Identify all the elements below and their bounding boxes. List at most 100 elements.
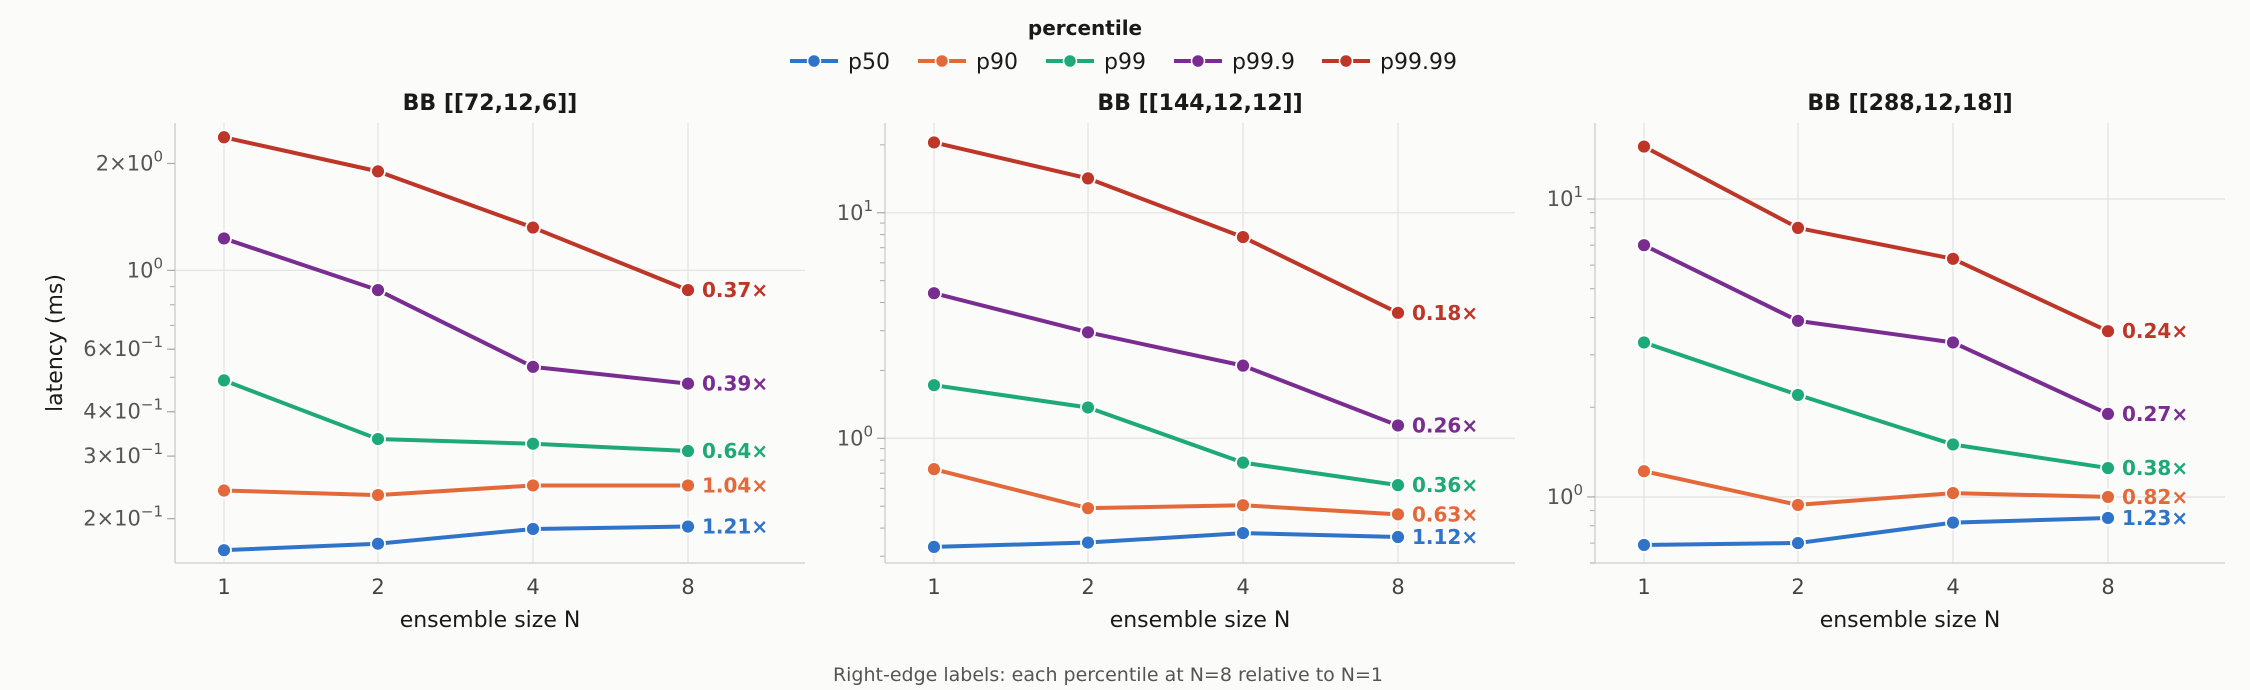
panel-title: BB [[288,12,18]] <box>1807 91 2012 116</box>
data-point <box>680 375 696 392</box>
series-p99: 0.36× <box>926 377 1478 497</box>
series-line <box>933 531 1399 549</box>
legend-item-p99-9: p99.9 <box>1174 50 1295 75</box>
y-tick-label: 101 <box>1547 183 1583 211</box>
series-p90: 0.63× <box>926 461 1478 526</box>
ratio-label: 0.36× <box>1412 473 1478 497</box>
data-point <box>2100 405 2116 422</box>
data-point <box>370 431 386 447</box>
series-p99-99: 0.24× <box>1636 138 2188 343</box>
data-point <box>1390 417 1406 434</box>
series-line <box>1643 243 2109 416</box>
data-point <box>1235 497 1251 514</box>
legend-label: p99 <box>1104 50 1146 75</box>
data-point <box>1790 220 1806 236</box>
data-point <box>2100 489 2116 505</box>
data-point <box>1945 485 1961 501</box>
data-point <box>216 372 232 389</box>
series-p99-9: 0.27× <box>1636 237 2188 426</box>
x-tick-label: 4 <box>1236 575 1249 599</box>
data-point <box>216 542 232 559</box>
chart-panel-1: 1 2 4 8 ensemble size N latency (ms) 2×10−1 3×1… <box>43 91 805 633</box>
series-line <box>933 467 1399 517</box>
data-point <box>680 518 696 535</box>
series-line <box>933 140 1399 315</box>
data-point <box>1080 170 1096 187</box>
x-tick-label: 8 <box>2101 575 2114 599</box>
data-point <box>1080 500 1096 517</box>
ratio-label: 0.63× <box>1412 502 1478 526</box>
ratio-label: 1.23× <box>2122 506 2188 530</box>
series-line <box>933 291 1399 428</box>
ratio-label: 0.27× <box>2122 402 2188 426</box>
panel-title: BB [[144,12,12]] <box>1097 91 1302 116</box>
x-axis-label: ensemble size N <box>1820 608 2001 633</box>
data-point <box>216 129 232 146</box>
data-point <box>2100 323 2116 340</box>
ratio-label: 0.37× <box>702 278 768 302</box>
ratio-label: 0.26× <box>1412 413 1478 437</box>
data-point <box>1390 304 1406 321</box>
series-line <box>1643 144 2109 334</box>
series-p99-9: 0.26× <box>926 285 1478 437</box>
series-p50: 1.23× <box>1636 506 2188 553</box>
series-p99: 0.64× <box>216 372 768 463</box>
y-tick-label: 100 <box>837 422 873 450</box>
data-point <box>1390 477 1406 494</box>
data-point <box>1080 324 1096 341</box>
ratio-label: 1.21× <box>702 515 768 539</box>
data-point <box>1945 436 1961 453</box>
data-point <box>680 443 696 459</box>
data-point <box>2100 460 2116 476</box>
data-point <box>926 461 942 478</box>
x-tick-label: 8 <box>1391 575 1404 599</box>
ratio-label: 0.82× <box>2122 485 2188 509</box>
ratio-label: 0.39× <box>702 372 768 396</box>
x-tick-label: 2 <box>1081 575 1094 599</box>
x-tick-label: 1 <box>217 575 230 599</box>
legend-marker-swatch <box>1062 53 1078 69</box>
data-point <box>1235 357 1251 374</box>
data-point <box>370 487 386 503</box>
y-tick-label: 2×10−1 <box>83 503 163 531</box>
x-tick-label: 1 <box>927 575 940 599</box>
legend: percentile p50 p90 p99 p99.9 p99.99 <box>790 16 1457 75</box>
data-point <box>1945 250 1961 267</box>
series-p50: 1.21× <box>216 515 768 559</box>
data-point <box>370 535 386 552</box>
ratio-label: 0.24× <box>2122 319 2188 343</box>
data-point <box>370 282 386 298</box>
data-point <box>1790 497 1806 513</box>
data-point <box>926 285 942 302</box>
legend-label: p50 <box>848 50 890 75</box>
data-point <box>1636 237 1652 254</box>
legend-marker-swatch <box>1190 53 1206 69</box>
series-line <box>1643 469 2109 507</box>
legend-label: p90 <box>976 50 1018 75</box>
y-tick-label: 2×100 <box>96 147 163 175</box>
series-line <box>223 378 689 454</box>
legend-label: p99.99 <box>1380 50 1457 75</box>
y-tick-label: 100 <box>127 254 163 282</box>
y-tick-label: 101 <box>837 197 873 225</box>
data-point <box>216 230 232 247</box>
data-point <box>1235 525 1251 541</box>
series-p50: 1.12× <box>926 525 1478 555</box>
x-axis-label: ensemble size N <box>1110 608 1291 633</box>
data-point <box>1636 138 1652 155</box>
data-point <box>370 163 386 180</box>
data-point <box>926 134 942 151</box>
ratio-label: 1.04× <box>702 473 768 497</box>
x-tick-label: 2 <box>1791 575 1804 599</box>
data-point <box>1636 463 1652 480</box>
series-p90: 1.04× <box>216 473 768 503</box>
series-line <box>933 383 1399 488</box>
data-point <box>1790 312 1806 329</box>
series-p90: 0.82× <box>1636 463 2188 513</box>
legend-marker-swatch <box>934 53 950 69</box>
data-point <box>926 539 942 555</box>
data-point <box>525 521 541 537</box>
data-point <box>1790 387 1806 403</box>
x-tick-label: 1 <box>1637 575 1650 599</box>
